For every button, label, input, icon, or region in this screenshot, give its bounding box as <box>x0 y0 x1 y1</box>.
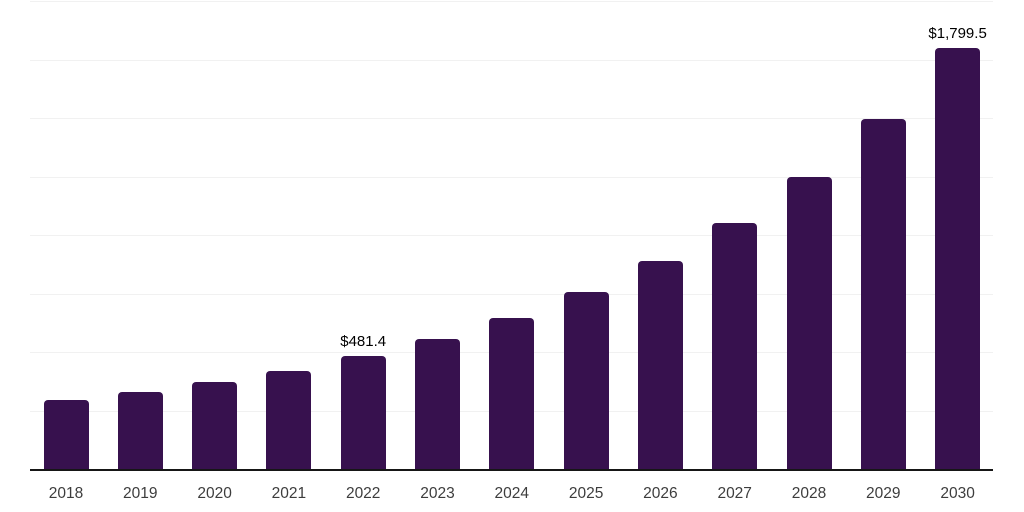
bar-2028 <box>786 176 832 469</box>
gridline <box>30 118 993 120</box>
bar-2025 <box>563 291 609 469</box>
x-tick-label-2024: 2024 <box>494 485 530 502</box>
bar-2029 <box>860 119 906 469</box>
bar-2026 <box>637 261 683 469</box>
plot-area <box>30 0 993 471</box>
bar-2030 <box>935 48 981 469</box>
x-tick-label-2028: 2028 <box>791 485 827 502</box>
gridline <box>30 59 993 61</box>
x-tick-label-2029: 2029 <box>866 485 901 502</box>
bar-2020 <box>192 382 238 469</box>
gridline <box>30 1 993 3</box>
bar-2018 <box>43 400 89 469</box>
bar-2022 <box>340 356 386 469</box>
x-tick-label-2019: 2019 <box>123 485 158 502</box>
gridline <box>30 293 993 295</box>
bar-2024 <box>489 318 535 469</box>
bar-2021 <box>266 370 312 469</box>
bar-2019 <box>117 391 163 469</box>
bar-value-label-2022: $481.4 <box>340 333 387 351</box>
x-tick-label-2023: 2023 <box>420 485 455 502</box>
x-tick-label-2027: 2027 <box>717 485 752 502</box>
x-tick-label-2020: 2020 <box>197 485 232 502</box>
x-tick-label-2026: 2026 <box>643 485 678 502</box>
gridline <box>30 235 993 237</box>
x-tick-label-2021: 2021 <box>271 485 307 502</box>
bar-value-label-2030: $1,799.5 <box>928 25 987 43</box>
x-tick-label-2022: 2022 <box>345 485 381 502</box>
bar-2023 <box>415 338 460 469</box>
x-tick-label-2025: 2025 <box>568 485 604 502</box>
gridline <box>30 176 993 178</box>
x-tick-label-2018: 2018 <box>48 485 84 502</box>
x-tick-label-2030: 2030 <box>940 485 975 502</box>
bar-2027 <box>712 223 758 469</box>
